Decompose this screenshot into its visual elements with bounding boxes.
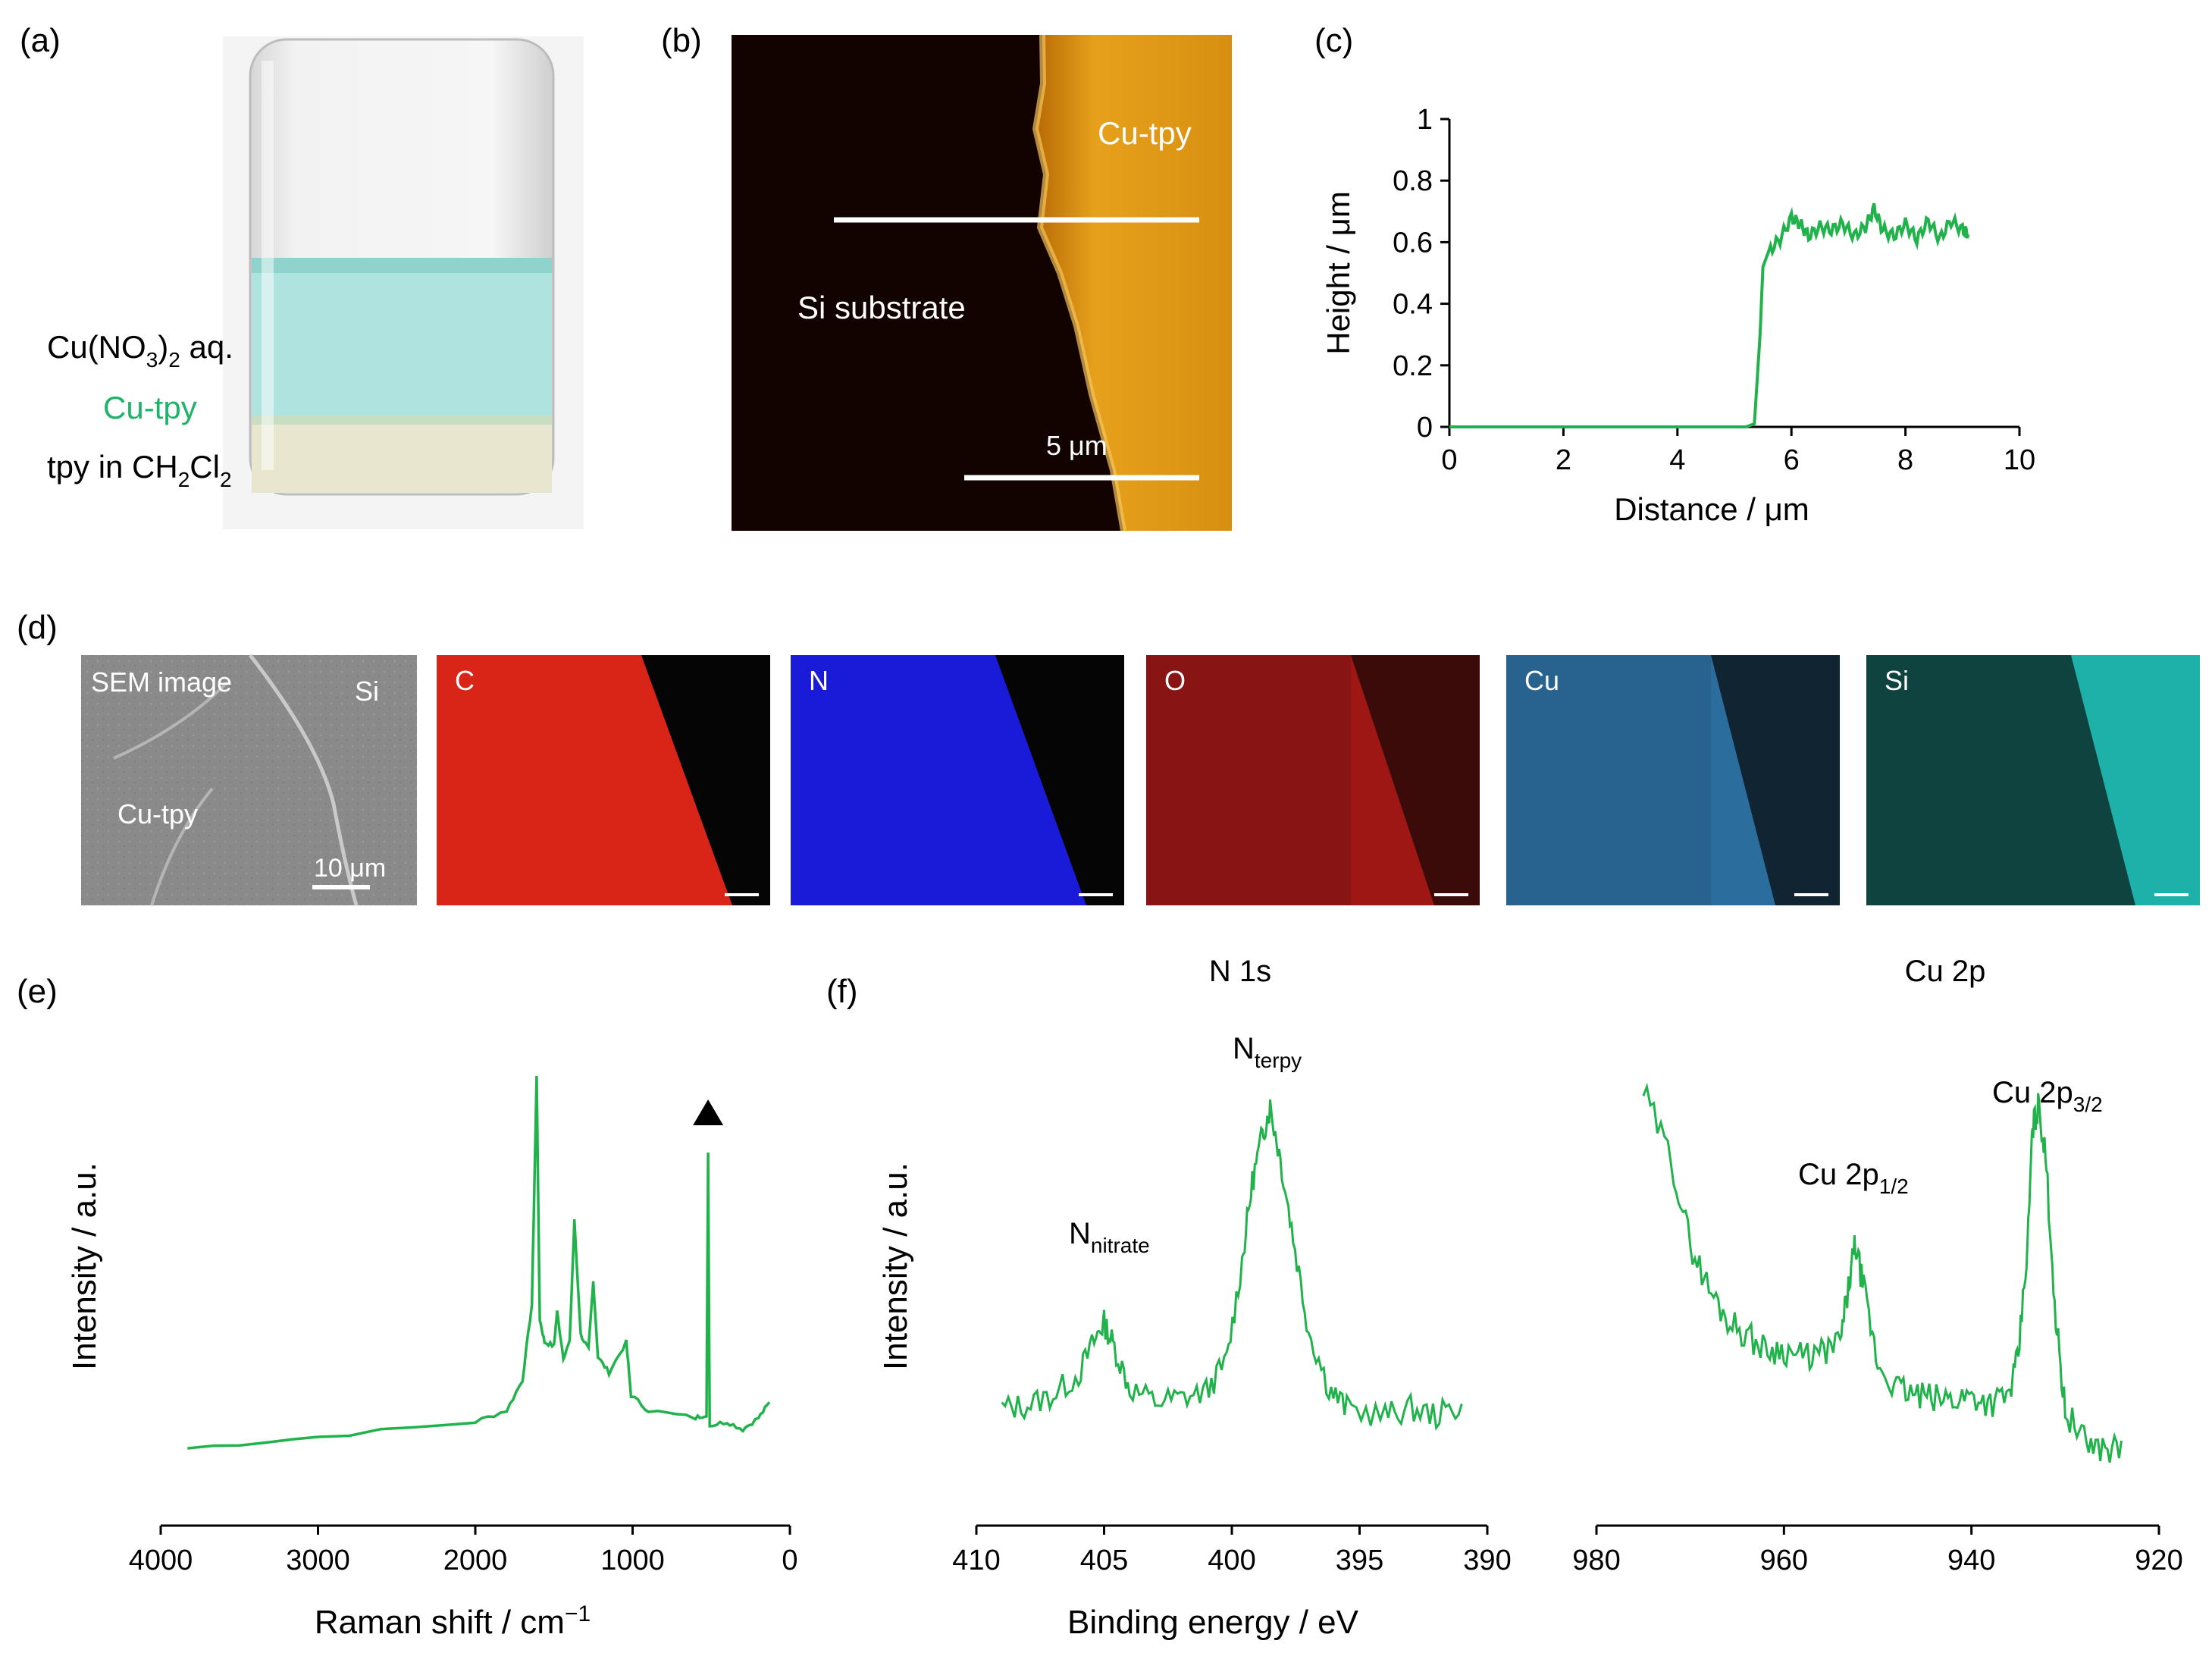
label-afm-substrate: Si substrate bbox=[797, 290, 966, 325]
sem-scale-text: 10 μm bbox=[314, 854, 386, 883]
eds-map-cu: Cu bbox=[1506, 655, 1840, 905]
panel-d-sem bbox=[81, 654, 417, 906]
y-tick-label: 0.2 bbox=[1393, 350, 1433, 382]
peak-label-nitrate: Nnitrate bbox=[1069, 1217, 1150, 1257]
sem-title: SEM image bbox=[91, 667, 232, 698]
si-peak-marker bbox=[693, 1099, 724, 1125]
peak-label-terpy: Nterpy bbox=[1233, 1032, 1302, 1072]
height-profile-line bbox=[1449, 202, 1970, 428]
x-tick-label: 390 bbox=[1463, 1545, 1511, 1576]
label-tpy-solution: tpy in CH2Cl2 bbox=[47, 449, 232, 491]
x-tick-label: 920 bbox=[2135, 1545, 2182, 1576]
sem-label-si: Si bbox=[355, 676, 379, 707]
xps-spectrum-line bbox=[1001, 1099, 1463, 1431]
eds-map-n: N bbox=[791, 655, 1124, 905]
y-tick-label: 1 bbox=[1417, 104, 1433, 136]
x-tick-label: 10 bbox=[2004, 444, 2035, 476]
y-tick-label: 0.4 bbox=[1393, 289, 1433, 321]
xps-panel-title: N 1s bbox=[1209, 955, 1271, 988]
eds-map-label: C bbox=[455, 665, 475, 696]
panel-label-b: (b) bbox=[661, 22, 702, 59]
panel-label-c: (c) bbox=[1314, 22, 1353, 59]
x-tick-label: 980 bbox=[1572, 1545, 1620, 1576]
raman-spectrum-line bbox=[187, 1075, 771, 1450]
x-tick-label: 2 bbox=[1556, 444, 1571, 476]
x-tick-label: 2000 bbox=[443, 1545, 508, 1576]
dichloromethane-layer bbox=[252, 422, 552, 493]
x-tick-label: 0 bbox=[1441, 444, 1457, 476]
y-tick-label: 0.8 bbox=[1393, 165, 1433, 197]
x-tick-label: 0 bbox=[782, 1545, 797, 1576]
eds-map-c: C bbox=[437, 655, 770, 905]
y-axis-label: Intensity / a.u. bbox=[66, 1162, 103, 1370]
xps-panel-title: Cu 2p bbox=[1905, 955, 1986, 988]
x-axis-label: Distance / μm bbox=[1614, 491, 1809, 527]
xps-cu2p-chart: 980 960 940 920 Cu 2p Cu 2p1/2 Cu 2p3/2 bbox=[1572, 955, 2182, 1576]
y-axis-label: Height / μm bbox=[1321, 191, 1356, 355]
panel-label-e: (e) bbox=[17, 973, 58, 1010]
panel-label-f: (f) bbox=[826, 973, 858, 1010]
eds-map-row: C N O Cu Si bbox=[437, 655, 2200, 905]
sem-label-film: Cu-tpy bbox=[117, 798, 198, 830]
film-region bbox=[1036, 35, 1232, 531]
eds-map-label: Si bbox=[1885, 665, 1909, 696]
peak-label-cu2p32: Cu 2p3/2 bbox=[1992, 1076, 2103, 1116]
raman-chart: 4000 3000 2000 1000 0 Raman shift / cm−1 Inten… bbox=[66, 1075, 798, 1641]
x-tick-label: 940 bbox=[1947, 1545, 1995, 1576]
x-tick-label: 3000 bbox=[286, 1545, 350, 1576]
y-tick-label: 0 bbox=[1417, 412, 1433, 444]
eds-map-o: O bbox=[1146, 655, 1480, 905]
solution-layer bbox=[252, 262, 552, 422]
panel-a-photo bbox=[223, 36, 584, 529]
x-tick-label: 1000 bbox=[600, 1545, 665, 1576]
x-tick-label: 960 bbox=[1760, 1545, 1808, 1576]
x-tick-label: 8 bbox=[1897, 444, 1913, 476]
x-tick-label: 395 bbox=[1336, 1545, 1383, 1576]
x-tick-label: 410 bbox=[952, 1545, 1000, 1576]
xps-n1s-chart: 410 405 400 395 390 N 1s Intensity / a.u. Nnitr… bbox=[877, 955, 1512, 1576]
x-tick-label: 4000 bbox=[129, 1545, 193, 1576]
eds-map-label: Cu bbox=[1524, 665, 1559, 696]
panel-label-a: (a) bbox=[20, 22, 61, 59]
eds-map-label: N bbox=[809, 665, 829, 696]
x-tick-label: 6 bbox=[1784, 444, 1800, 476]
afm-scale-text: 5 μm bbox=[1046, 430, 1108, 461]
label-copper-nitrate: Cu(NO3)2 aq. bbox=[47, 329, 233, 372]
label-afm-film: Cu-tpy bbox=[1098, 115, 1192, 151]
panel-b-afm-image bbox=[732, 34, 1232, 532]
xps-shared-xlabel: Binding energy / eV bbox=[1067, 1604, 1359, 1641]
peak-label-cu2p12: Cu 2p1/2 bbox=[1798, 1158, 1909, 1198]
eds-map-si: Si bbox=[1866, 655, 2200, 905]
x-tick-label: 405 bbox=[1080, 1545, 1128, 1576]
panel-label-d: (d) bbox=[17, 609, 58, 646]
eds-map-label: O bbox=[1164, 665, 1186, 696]
y-tick-label: 0.6 bbox=[1393, 227, 1433, 259]
x-tick-label: 400 bbox=[1208, 1545, 1255, 1576]
x-axis-label: Raman shift / cm−1 bbox=[315, 1601, 591, 1641]
xps-spectrum-line bbox=[1642, 1082, 2123, 1463]
label-cu-tpy-interface: Cu-tpy bbox=[103, 390, 197, 425]
x-tick-label: 4 bbox=[1669, 444, 1685, 476]
y-axis-label: Intensity / a.u. bbox=[877, 1162, 914, 1370]
